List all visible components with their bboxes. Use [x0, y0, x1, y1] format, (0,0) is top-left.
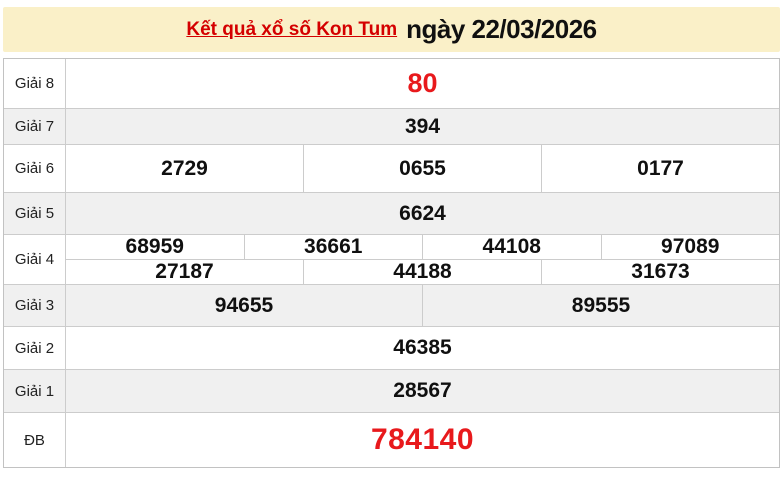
page: Kết quả xổ số Kon Tum ngày 22/03/2026 Gi… — [3, 7, 780, 468]
table-row-prize-7: Giải 7 394 — [4, 108, 779, 144]
prize-8-label: Giải 8 — [4, 59, 66, 108]
table-row-prize-8: Giải 8 80 — [4, 59, 779, 108]
prize-2-label: Giải 2 — [4, 327, 66, 369]
page-title-band: Kết quả xổ số Kon Tum ngày 22/03/2026 — [3, 7, 780, 52]
lottery-title-link[interactable]: Kết quả xổ số Kon Tum — [186, 18, 398, 40]
prize-7-label: Giải 7 — [4, 109, 66, 144]
prize-4-number: 44188 — [303, 260, 541, 284]
table-row-prize-1: Giải 1 28567 — [4, 369, 779, 412]
prize-4-number: 31673 — [541, 260, 779, 284]
prize-8-number: 80 — [407, 68, 438, 98]
prize-6-label: Giải 6 — [4, 145, 66, 192]
prize-3-number: 94655 — [214, 293, 274, 317]
prize-3-number: 89555 — [422, 285, 779, 326]
prize-1-label: Giải 1 — [4, 370, 66, 412]
prize-4-number: 97089 — [600, 235, 780, 259]
prize-5-label: Giải 5 — [4, 193, 66, 234]
prize-6-number: 0655 — [303, 145, 541, 192]
table-row-prize-5: Giải 5 6624 — [4, 192, 779, 234]
table-row-prize-4: Giải 4 68959 36661 44108 97089 27187 441… — [4, 234, 779, 284]
prize-db-number: 784140 — [370, 423, 475, 456]
table-row-prize-db: ĐB 784140 — [4, 412, 779, 467]
prize-5-number: 6624 — [399, 201, 446, 225]
prize-4-line-1: 68959 36661 44108 97089 — [66, 235, 779, 259]
prize-4-number: 44108 — [422, 235, 601, 259]
prize-6-number: 0177 — [541, 145, 779, 192]
prize-4-number: 27187 — [155, 260, 214, 283]
prize-1-number: 28567 — [393, 379, 452, 402]
table-row-prize-6: Giải 6 2729 0655 0177 — [4, 144, 779, 192]
prize-4-number: 68959 — [125, 235, 184, 258]
results-table: Giải 8 80 Giải 7 394 Giải 6 2729 0655 01… — [3, 58, 780, 468]
prize-3-label: Giải 3 — [4, 285, 66, 326]
prize-4-line-2: 27187 44188 31673 — [66, 259, 779, 284]
prize-2-number: 46385 — [393, 336, 452, 359]
prize-4-number: 36661 — [243, 235, 423, 259]
prize-7-number: 394 — [404, 114, 441, 138]
prize-6-number: 2729 — [161, 156, 208, 180]
prize-4-label: Giải 4 — [4, 235, 66, 284]
prize-db-label: ĐB — [4, 413, 66, 467]
table-row-prize-3: Giải 3 94655 89555 — [4, 284, 779, 326]
draw-date: ngày 22/03/2026 — [406, 14, 597, 44]
table-row-prize-2: Giải 2 46385 — [4, 326, 779, 369]
